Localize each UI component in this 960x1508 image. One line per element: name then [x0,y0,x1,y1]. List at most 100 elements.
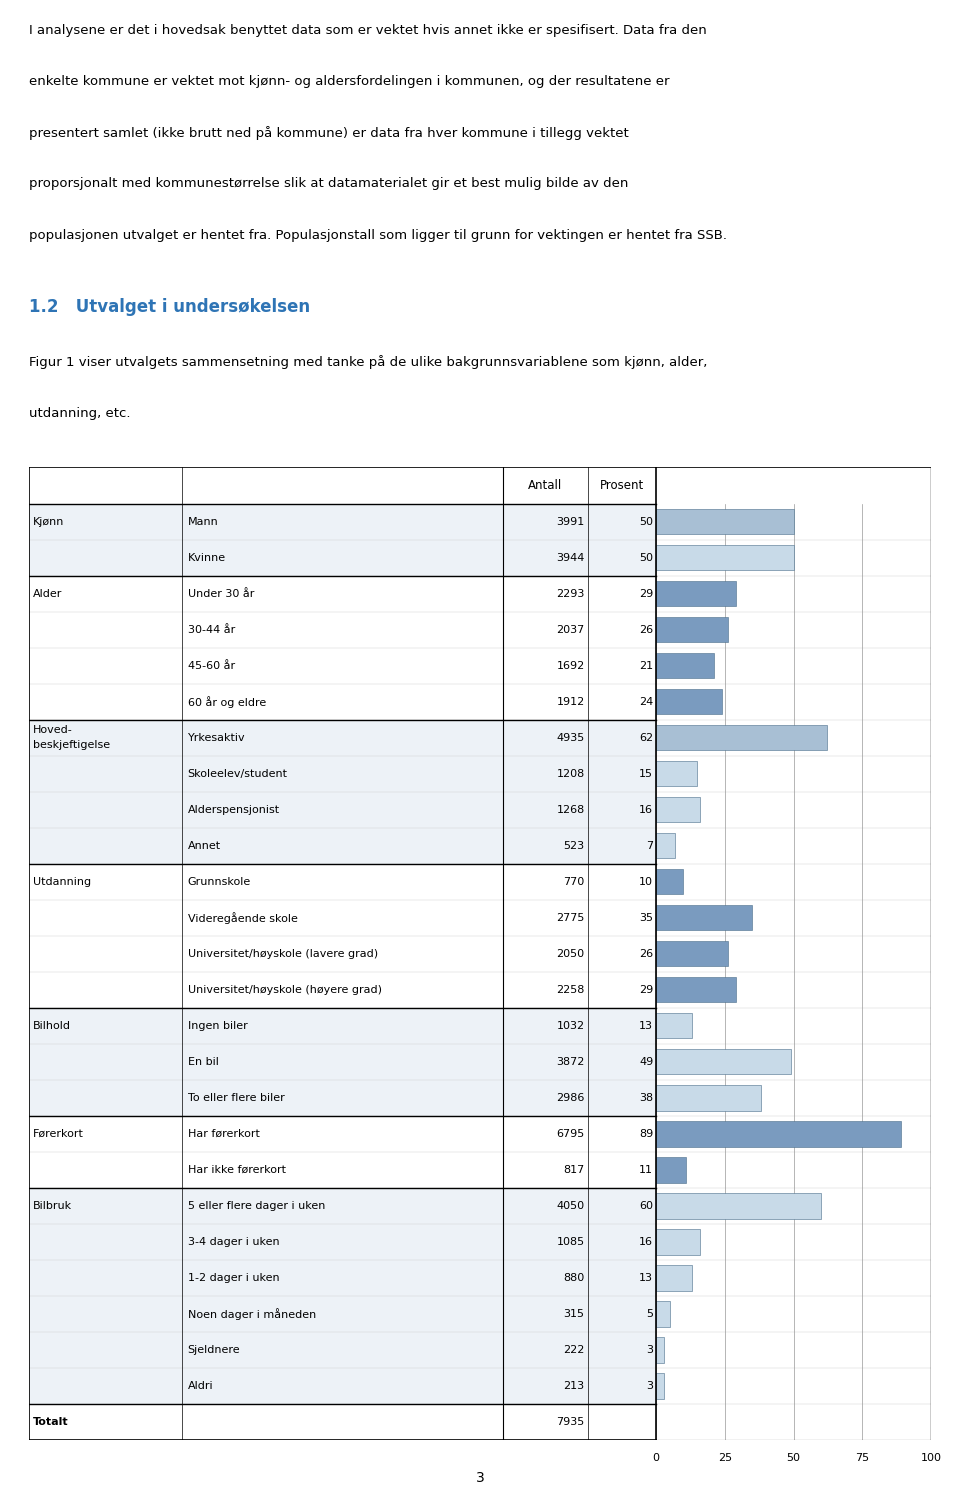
Text: 3944: 3944 [556,552,585,562]
Bar [29,612,656,647]
Bar [656,508,794,534]
Bar [656,1261,931,1295]
Bar [656,653,714,679]
Text: Kjønn: Kjønn [34,517,64,526]
Text: proporsjonalt med kommunestørrelse slik at datamaterialet gir et best mulig bild: proporsjonalt med kommunestørrelse slik … [29,178,628,190]
Text: 11: 11 [639,1166,653,1175]
Text: 2050: 2050 [557,949,585,959]
Bar [29,756,656,792]
Text: 15: 15 [639,769,653,778]
Text: 3: 3 [646,1381,653,1390]
Text: Totalt: Totalt [34,1418,69,1427]
Bar [656,1050,791,1075]
Text: 3872: 3872 [556,1057,585,1066]
Text: 7935: 7935 [557,1418,585,1427]
Text: Har ikke førerkort: Har ikke førerkort [187,1166,286,1175]
Text: 35: 35 [639,912,653,923]
Text: Utdanning: Utdanning [34,876,91,887]
Bar [29,1080,656,1116]
Text: 1085: 1085 [557,1237,585,1247]
Text: Antall: Antall [528,480,563,492]
Bar [29,540,656,576]
Bar [29,792,656,828]
Text: 16: 16 [639,1237,653,1247]
Text: 13: 13 [639,1273,653,1283]
Bar [29,1224,656,1261]
Bar [656,689,722,715]
Text: 100: 100 [921,1452,942,1463]
Bar [656,971,931,1007]
Bar [29,900,656,936]
Text: Prosent: Prosent [600,480,644,492]
Text: Figur 1 viser utvalgets sammensetning med tanke på de ulike bakgrunnsvariablene : Figur 1 viser utvalgets sammensetning me… [29,356,708,369]
Text: Mann: Mann [187,517,218,526]
Bar [29,467,931,504]
Bar [656,1086,760,1110]
Text: 4050: 4050 [557,1200,585,1211]
Text: 1912: 1912 [557,697,585,707]
Text: Grunnskole: Grunnskole [187,876,251,887]
Bar [656,1013,692,1039]
Text: Kvinne: Kvinne [187,552,226,562]
Text: 1268: 1268 [557,805,585,814]
Bar [29,647,656,683]
Bar [656,1229,700,1255]
Text: 25: 25 [718,1452,732,1463]
Text: 49: 49 [639,1057,653,1066]
Text: 50: 50 [786,1452,801,1463]
Bar [656,869,684,894]
Bar [656,617,728,642]
Bar [29,576,656,612]
Text: 315: 315 [564,1309,585,1320]
Text: 2293: 2293 [556,588,585,599]
Text: 770: 770 [564,876,585,887]
Text: 16: 16 [639,805,653,814]
Text: 45-60 år: 45-60 år [187,661,235,671]
Bar [656,683,931,719]
Bar [656,977,735,1003]
Text: 1692: 1692 [557,661,585,671]
Bar [656,1080,931,1116]
Bar [656,1152,931,1188]
Text: 24: 24 [639,697,653,707]
Text: Bilhold: Bilhold [34,1021,71,1031]
Text: 1-2 dager i uken: 1-2 dager i uken [187,1273,279,1283]
Text: 29: 29 [639,985,653,995]
Text: 1208: 1208 [557,769,585,778]
Text: 38: 38 [639,1093,653,1102]
Bar [656,798,700,822]
Bar [29,936,656,971]
Text: 3: 3 [475,1470,485,1485]
Bar [656,504,931,540]
Text: I analysene er det i hovedsak benyttet data som er vektet hvis annet ikke er spe: I analysene er det i hovedsak benyttet d… [29,24,707,38]
Text: 50: 50 [639,552,653,562]
Bar [656,756,931,792]
Bar [656,1116,931,1152]
Bar [656,1374,664,1399]
Text: Skoleelev/student: Skoleelev/student [187,769,288,778]
Text: 60: 60 [639,1200,653,1211]
Text: 2037: 2037 [557,624,585,635]
Bar [656,936,931,971]
Bar [656,719,931,756]
Bar [29,1044,656,1080]
Bar [656,581,735,606]
Bar [656,1265,692,1291]
Text: To eller flere biler: To eller flere biler [187,1093,284,1102]
Bar [656,576,931,612]
Bar [656,1332,931,1368]
Text: Bilbruk: Bilbruk [34,1200,72,1211]
Bar [29,1295,656,1332]
Text: 3-4 dager i uken: 3-4 dager i uken [187,1237,279,1247]
Bar [29,1152,656,1188]
Text: utdanning, etc.: utdanning, etc. [29,407,131,419]
Text: presentert samlet (ikke brutt ned på kommune) er data fra hver kommune i tillegg: presentert samlet (ikke brutt ned på kom… [29,127,629,140]
Bar [656,941,728,967]
Text: 2258: 2258 [556,985,585,995]
Bar [656,1122,900,1146]
Text: 1032: 1032 [557,1021,585,1031]
Text: Sjeldnere: Sjeldnere [187,1345,240,1356]
Text: 1.2   Utvalget i undersøkelsen: 1.2 Utvalget i undersøkelsen [29,297,310,315]
Bar [656,1368,931,1404]
Bar [29,504,656,540]
